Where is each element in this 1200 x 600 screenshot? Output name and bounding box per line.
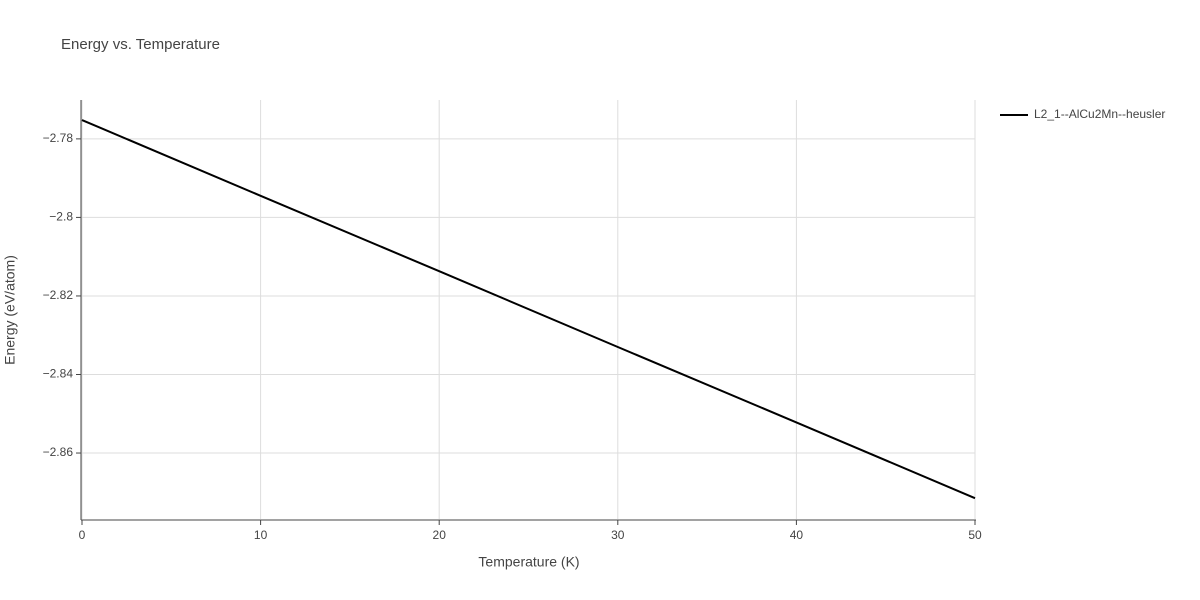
- x-tick-label: 20: [433, 528, 447, 542]
- y-axis-label: Energy (eV/atom): [2, 255, 18, 365]
- legend-label: L2_1--AlCu2Mn--heusler: [1034, 107, 1165, 121]
- y-tick-label: −2.8: [49, 210, 73, 224]
- x-tick-label: 50: [968, 528, 982, 542]
- y-tick-label: −2.78: [43, 131, 74, 145]
- y-tick-label: −2.84: [43, 367, 74, 381]
- x-tick-label: 40: [790, 528, 804, 542]
- chart-title: Energy vs. Temperature: [61, 36, 220, 53]
- y-tick-label: −2.82: [43, 288, 74, 302]
- x-tick-label: 10: [254, 528, 268, 542]
- x-tick-label: 0: [79, 528, 86, 542]
- x-tick-label: 30: [611, 528, 625, 542]
- y-tick-label: −2.86: [43, 445, 74, 459]
- line-series: [81, 119, 976, 500]
- x-axis-label: Temperature (K): [478, 554, 579, 570]
